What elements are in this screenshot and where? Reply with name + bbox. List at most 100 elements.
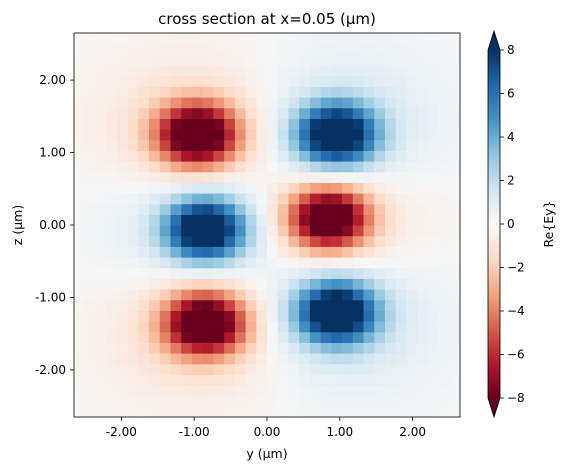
heatmap-cell [309, 342, 322, 354]
heatmap-cell [406, 385, 418, 397]
heatmap-cell [417, 385, 429, 397]
heatmap-cell [342, 65, 354, 77]
heatmap-cell [267, 385, 279, 397]
heatmap-cell [224, 182, 236, 194]
heatmap-cell [181, 385, 193, 397]
heatmap-cell [106, 214, 118, 226]
heatmap-cell [74, 406, 86, 418]
heatmap-cell [74, 54, 86, 66]
heatmap-cell [320, 203, 332, 215]
heatmap-cell [331, 321, 343, 333]
heatmap-cell [116, 246, 129, 258]
heatmap-cell [224, 246, 236, 258]
heatmap-cell [159, 321, 172, 333]
heatmap-cell [191, 310, 204, 322]
heatmap-cell [320, 278, 332, 290]
heatmap-cell [202, 342, 214, 354]
heatmap-cell [74, 321, 86, 333]
heatmap-cell [395, 203, 407, 215]
heatmap-cell [449, 310, 461, 322]
heatmap-cell [170, 182, 182, 194]
heatmap-cell [309, 278, 322, 290]
heatmap-cell [267, 139, 279, 151]
heatmap-cell [149, 353, 161, 365]
heatmap-cell [449, 342, 461, 354]
heatmap-cell [84, 257, 97, 269]
heatmap-cell [84, 342, 97, 354]
heatmap-cell [138, 203, 150, 215]
heatmap-cell [309, 321, 322, 333]
y-axis-ticks: -2.00 -1.00 0.00 1.00 2.00 [35, 73, 74, 377]
heatmap-cell [74, 33, 86, 45]
heatmap-cell [277, 203, 290, 215]
colorbar-tick-label: 6 [507, 87, 515, 101]
heatmap-cell [395, 182, 407, 194]
heatmap-cell [116, 182, 129, 194]
heatmap-cell [299, 289, 311, 301]
heatmap-cell [438, 246, 450, 258]
heatmap-cell [159, 203, 172, 215]
heatmap-cell [127, 75, 139, 87]
heatmap-cell [417, 193, 429, 205]
heatmap-cell [170, 310, 182, 322]
heatmap-cell [395, 33, 407, 45]
heatmap-cell [138, 86, 150, 98]
heatmap-cell [116, 310, 129, 322]
heatmap-cell [159, 139, 172, 151]
heatmap-cell [267, 203, 279, 215]
heatmap-cell [127, 374, 139, 386]
heatmap-cell [181, 225, 193, 237]
heatmap-cell [191, 363, 204, 375]
heatmap-cell [299, 331, 311, 343]
heatmap-cell [352, 257, 365, 269]
heatmap-cell [438, 278, 450, 290]
heatmap-cell [234, 54, 247, 66]
heatmap-cell [352, 193, 365, 205]
heatmap-cell [438, 54, 450, 66]
heatmap-cell [159, 406, 172, 418]
heatmap-cell [288, 214, 300, 226]
heatmap-cell [95, 203, 107, 215]
heatmap-cell [127, 86, 139, 98]
heatmap-cell [224, 203, 236, 215]
heatmap-cell [417, 267, 429, 279]
heatmap-cell [374, 299, 386, 311]
heatmap-cell [84, 65, 97, 77]
heatmap-cell [427, 214, 440, 226]
heatmap-cell [138, 171, 150, 183]
heatmap-cell [95, 118, 107, 130]
heatmap-cell [449, 129, 461, 141]
heatmap-cell [74, 107, 86, 119]
heatmap-cell [127, 214, 139, 226]
heatmap-cell [331, 33, 343, 45]
heatmap-cell [170, 278, 182, 290]
heatmap-cell [374, 97, 386, 109]
heatmap-cell [170, 161, 182, 173]
heatmap-cell [427, 43, 440, 55]
heatmap-cell [363, 257, 375, 269]
heatmap-cell [267, 267, 279, 279]
heatmap-cell [84, 225, 97, 237]
heatmap-cell [116, 406, 129, 418]
heatmap-cell [384, 363, 397, 375]
heatmap-cell [309, 299, 322, 311]
heatmap-cell [191, 235, 204, 247]
heatmap-cell [277, 193, 290, 205]
heatmap-cell [74, 331, 86, 343]
heatmap-cell [234, 203, 247, 215]
heatmap-cell [191, 374, 204, 386]
heatmap-cell [299, 321, 311, 333]
heatmap-cell [342, 214, 354, 226]
heatmap-cell [74, 246, 86, 258]
heatmap-cell [288, 75, 300, 87]
heatmap-cell [127, 278, 139, 290]
heatmap-cell [427, 267, 440, 279]
heatmap-cell [95, 161, 107, 173]
heatmap-cell [267, 225, 279, 237]
heatmap-cell [342, 193, 354, 205]
heatmap-cell [374, 342, 386, 354]
heatmap-cell [234, 246, 247, 258]
heatmap-cell [374, 310, 386, 322]
heatmap-cell [234, 385, 247, 397]
heatmap-cell [74, 43, 86, 55]
